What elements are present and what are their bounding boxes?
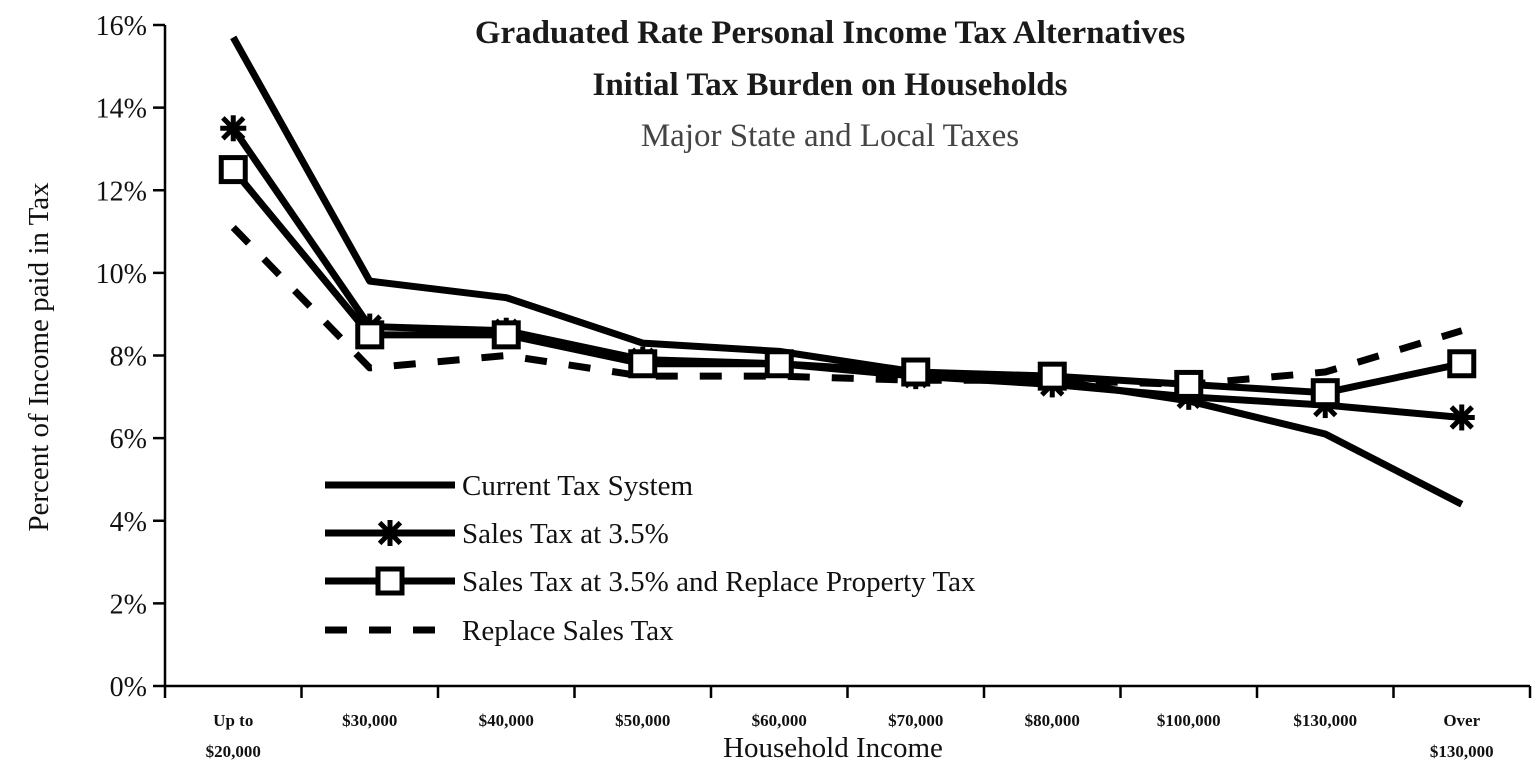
x-tick-label: $30,000	[342, 711, 397, 730]
chart-title: Graduated Rate Personal Income Tax Alter…	[475, 15, 1186, 51]
y-tick-label: 4%	[110, 507, 147, 538]
asterisk-marker	[1448, 404, 1475, 431]
chart-subtitle-2: Major State and Local Taxes	[641, 118, 1019, 154]
y-ticks: 0% 2% 4% 6% 8% 10% 12% 14% 16%	[96, 11, 165, 703]
series-line	[230, 167, 1463, 397]
square-marker	[764, 349, 794, 379]
y-tick-label: 12%	[96, 176, 147, 207]
x-tick-label: $80,000	[1025, 711, 1080, 730]
x-tick-label: $130,000	[1293, 711, 1357, 730]
x-tick-label: $50,000	[615, 711, 670, 730]
y-tick-label: 0%	[110, 672, 147, 703]
square-marker	[628, 349, 658, 379]
y-axis-label: Percent of Income paid in Tax	[23, 182, 55, 532]
series-sales-tax-at-3-5-and-replace-property-tax	[218, 155, 1477, 408]
asterisk-marker	[220, 115, 247, 142]
x-ticks: Up to $20,000 $30,000 $40,000 $50,000 $60,000…	[163, 686, 1532, 761]
square-marker	[901, 357, 931, 387]
square-marker	[1037, 361, 1067, 391]
series-layer	[218, 35, 1477, 508]
y-tick-label: 2%	[110, 589, 147, 620]
square-marker	[355, 320, 385, 350]
legend-label: Sales Tax at 3.5%	[462, 518, 669, 550]
square-marker	[1447, 349, 1477, 379]
asterisk-marker	[377, 520, 403, 546]
y-tick-label: 14%	[96, 94, 147, 125]
series-line	[230, 224, 1463, 388]
x-tick-label: $100,000	[1157, 711, 1221, 730]
square-marker	[491, 320, 521, 350]
x-tick-label: Up to $20,000	[206, 711, 261, 761]
square-marker	[218, 155, 248, 185]
square-marker	[1310, 378, 1340, 408]
y-tick-label: 8%	[110, 342, 147, 373]
legend-label: Current Tax System	[462, 470, 693, 502]
y-tick-label: 16%	[96, 11, 147, 42]
square-marker	[375, 566, 405, 596]
y-tick-label: 10%	[96, 259, 147, 290]
square-marker	[1174, 369, 1204, 399]
series-current-tax-system	[230, 35, 1464, 508]
x-tick-label: $60,000	[752, 711, 807, 730]
legend-item: Replace Sales Tax	[325, 615, 674, 647]
y-tick-label: 6%	[110, 424, 147, 455]
legend-item: Sales Tax at 3.5%	[325, 518, 669, 550]
legend-item: Current Tax System	[325, 470, 693, 502]
x-tick-label: $70,000	[888, 711, 943, 730]
chart-subtitle-1: Initial Tax Burden on Households	[592, 67, 1067, 103]
legend: Current Tax System Sales Tax at 3.5% Sales…	[325, 470, 976, 647]
legend-item: Sales Tax at 3.5% and Replace Property T…	[325, 566, 976, 598]
legend-label: Sales Tax at 3.5% and Replace Property T…	[462, 566, 976, 598]
x-axis-label: Household Income	[723, 732, 943, 764]
legend-label: Replace Sales Tax	[462, 615, 674, 647]
series-line	[230, 35, 1464, 508]
series-replace-sales-tax	[230, 224, 1463, 388]
x-tick-label: $40,000	[479, 711, 534, 730]
x-tick-label: Over $130,000	[1430, 711, 1494, 761]
series-sales-tax-at-3-5	[220, 115, 1475, 431]
